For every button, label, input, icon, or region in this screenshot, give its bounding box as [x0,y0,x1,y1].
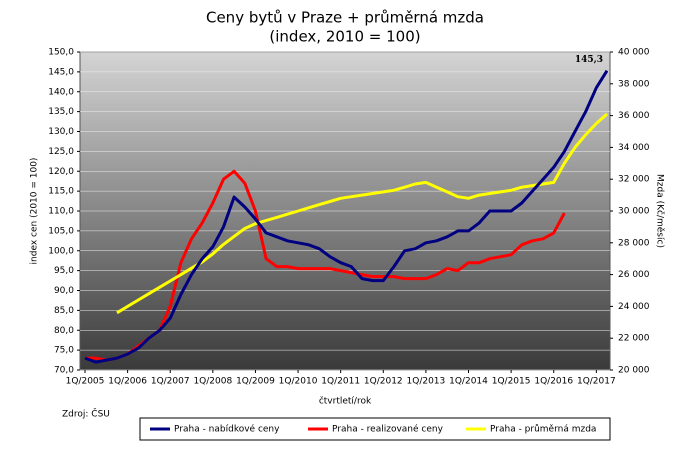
y-tick-label: 95,0 [54,266,74,276]
x-tick-label: 1Q/2011 [321,377,360,387]
y2-tick-label: 22 000 [618,334,650,344]
y2-tick-label: 20 000 [618,366,650,376]
chart-subtitle: (index, 2010 = 100) [269,28,420,46]
y2-tick-label: 32 000 [618,175,650,185]
source: Zdroj: ČSU [62,408,110,420]
y-tick-label: 125,0 [48,147,74,157]
y-tick-label: 150,0 [48,48,74,58]
x-tick-label: 1Q/2016 [534,377,573,387]
x-tick-label: 1Q/2017 [577,377,616,387]
y2-tick-label: 40 000 [618,48,650,58]
y-tick-label: 130,0 [48,127,74,137]
x-tick-label: 1Q/2007 [151,377,190,387]
y-tick-label: 140,0 [48,87,74,97]
y-tick-label: 145,0 [48,67,74,77]
y2-tick-label: 38 000 [618,79,650,89]
chart-title: Ceny bytů v Praze + průměrná mzda [206,9,484,27]
x-tick-label: 1Q/2013 [407,377,446,387]
y-tick-label: 110,0 [48,207,74,217]
y-axis-title: index cen (2010 = 100) [30,158,40,265]
x-tick-label: 1Q/2012 [364,377,403,387]
y-tick-label: 85,0 [54,306,74,316]
y2-tick-label: 26 000 [618,270,650,280]
x-axis-title: čtvrtletí/rok [319,396,372,407]
y2-tick-label: 24 000 [618,302,650,312]
y-tick-label: 120,0 [48,167,74,177]
y2-tick-label: 34 000 [618,143,650,153]
x-tick-label: 1Q/2015 [492,377,531,387]
legend-label: Praha - realizované ceny [332,424,444,435]
x-tick-label: 1Q/2008 [193,377,232,387]
x-tick-label: 1Q/2010 [279,377,318,387]
legend [139,417,611,441]
data-label: 145,3 [575,55,603,65]
x-tick-label: 1Q/2005 [66,377,105,387]
legend-label: Praha - nabídkové ceny [174,424,280,435]
y-tick-label: 100,0 [48,246,74,256]
y2-axis-title: Mzda (Kč/měsíc) [655,174,666,248]
y-tick-label: 80,0 [54,326,74,336]
y-tick-label: 70,0 [54,366,74,376]
series-line [84,69,609,364]
y-tick-label: 105,0 [48,226,74,236]
y-tick-label: 90,0 [54,286,74,296]
y-tick-label: 135,0 [48,107,74,117]
x-tick-label: 1Q/2006 [108,377,147,387]
y2-tick-label: 36 000 [618,111,650,121]
y2-tick-label: 28 000 [618,238,650,248]
x-tick-label: 1Q/2009 [236,377,275,387]
y2-tick-label: 30 000 [618,207,650,217]
y-tick-label: 75,0 [54,346,74,356]
y-tick-label: 115,0 [48,187,74,197]
x-tick-label: 1Q/2014 [449,377,488,387]
legend-label: Praha - průměrná mzda [490,424,596,435]
series-line [85,169,566,362]
